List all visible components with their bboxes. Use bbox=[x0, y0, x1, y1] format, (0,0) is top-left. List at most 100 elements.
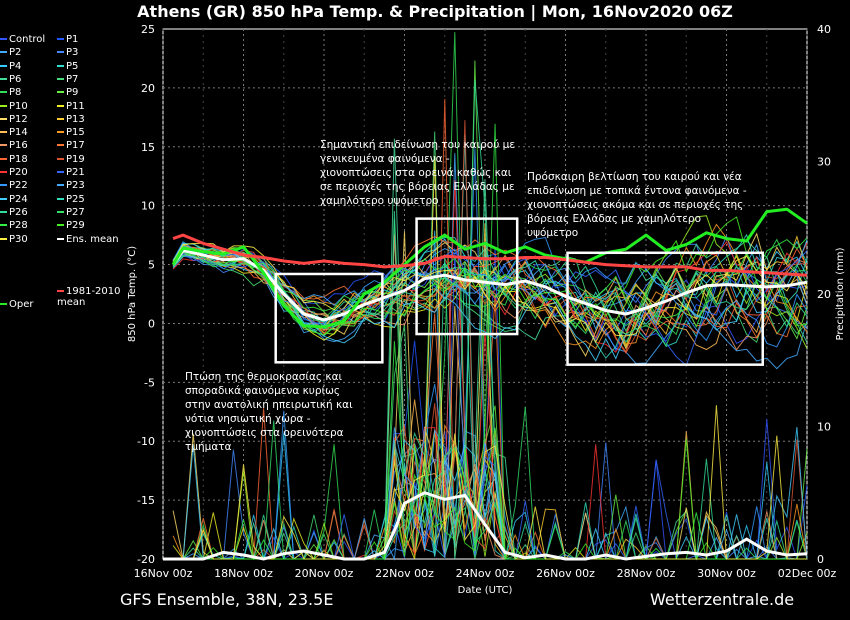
footer-model-info: GFS Ensemble, 38N, 23.5E bbox=[120, 590, 334, 609]
legend-swatch bbox=[57, 104, 64, 107]
x-tick-label: 02Dec 00z bbox=[778, 567, 837, 580]
legend-label: P26 bbox=[9, 206, 28, 218]
legend-label: 1981-2010 mean bbox=[57, 286, 121, 308]
legend-swatch bbox=[57, 290, 64, 292]
legend-item: P20 bbox=[0, 166, 28, 179]
y2-tick-label: 30 bbox=[817, 156, 831, 169]
legend-item: P8 bbox=[0, 86, 21, 99]
legend-label: P29 bbox=[66, 220, 85, 232]
legend-item: P5 bbox=[57, 60, 78, 73]
y-tick-label: 5 bbox=[148, 259, 155, 272]
ensemble-member-line bbox=[172, 246, 808, 352]
legend-label: P12 bbox=[9, 113, 28, 125]
legend-label: P30 bbox=[9, 233, 28, 245]
ens-mean-line bbox=[171, 248, 808, 322]
y2-tick-label: 10 bbox=[817, 421, 831, 434]
legend-swatch bbox=[0, 144, 7, 147]
legend-label: P28 bbox=[9, 220, 28, 232]
ensemble-member-line bbox=[172, 240, 808, 353]
legend-item: P28 bbox=[0, 219, 28, 232]
legend-swatch bbox=[0, 117, 7, 120]
legend-item: P13 bbox=[57, 113, 85, 126]
legend-item: P12 bbox=[0, 113, 28, 126]
annotation-improvement: Πρόσκαιρη βελτίωση του καιρού και νέα επ… bbox=[527, 171, 747, 239]
legend-label: Oper bbox=[9, 299, 34, 310]
y-tick-label: -10 bbox=[137, 435, 155, 448]
legend-label: P22 bbox=[9, 180, 28, 192]
legend-label: P16 bbox=[9, 140, 28, 152]
annotation-temperature-drop: Πτώση της θερμοκρασίας και σποραδικά φαι… bbox=[185, 371, 353, 453]
legend-label: P4 bbox=[9, 60, 22, 72]
x-tick-label: 18Nov 00z bbox=[214, 567, 273, 580]
x-tick-label: 20Nov 00z bbox=[295, 567, 354, 580]
legend-item: P19 bbox=[57, 153, 85, 166]
legend-item: 1981-2010 mean bbox=[57, 286, 121, 310]
legend-item: P30 bbox=[0, 233, 28, 246]
legend-item: P25 bbox=[57, 193, 85, 206]
legend-item: P22 bbox=[0, 179, 28, 192]
x-tick-label: 26Nov 00z bbox=[536, 567, 595, 580]
legend-label: P14 bbox=[9, 127, 28, 139]
legend-swatch bbox=[57, 197, 64, 200]
legend-swatch bbox=[57, 210, 64, 213]
x-axis-title: Date (UTC) bbox=[458, 585, 513, 596]
legend-swatch bbox=[57, 51, 64, 54]
legend-item: P7 bbox=[57, 73, 78, 86]
y-tick-label: 10 bbox=[141, 200, 155, 213]
legend-swatch bbox=[57, 38, 64, 40]
y-tick-label: 0 bbox=[148, 317, 155, 330]
legend-label: P6 bbox=[9, 73, 22, 85]
legend-item: P3 bbox=[57, 46, 78, 59]
legend-item: Control bbox=[0, 33, 45, 46]
legend-item: P29 bbox=[57, 219, 85, 232]
legend-swatch bbox=[57, 117, 64, 120]
legend-label: P13 bbox=[66, 113, 85, 125]
legend-swatch bbox=[0, 157, 7, 160]
x-tick-label: 30Nov 00z bbox=[697, 567, 756, 580]
legend-swatch bbox=[0, 224, 7, 227]
legend-item: P6 bbox=[0, 73, 21, 86]
legend-item: P4 bbox=[0, 60, 21, 73]
legend-label: P25 bbox=[66, 193, 85, 205]
legend-label: P11 bbox=[66, 100, 85, 112]
x-tick-label: 22Nov 00z bbox=[375, 567, 434, 580]
legend-label: P8 bbox=[9, 87, 22, 99]
legend-swatch bbox=[0, 184, 7, 187]
ensemble-member-line bbox=[172, 242, 808, 344]
y-tick-label: 20 bbox=[141, 82, 155, 95]
ensemble-precip-line bbox=[173, 156, 807, 560]
legend-label: P18 bbox=[9, 153, 28, 165]
legend-swatch bbox=[0, 38, 7, 40]
ensemble-precip-line bbox=[173, 426, 808, 561]
y2-tick-label: 40 bbox=[817, 23, 831, 36]
x-tick-label: 28Nov 00z bbox=[617, 567, 676, 580]
legend-swatch bbox=[0, 197, 7, 200]
legend-swatch bbox=[0, 64, 7, 67]
legend-swatch bbox=[57, 91, 64, 94]
legend-swatch bbox=[57, 184, 64, 187]
legend-item: P11 bbox=[57, 100, 85, 113]
y2-tick-label: 20 bbox=[817, 288, 831, 301]
y-tick-label: 25 bbox=[141, 23, 155, 36]
footer-site: Wetterzentrale.de bbox=[650, 590, 795, 609]
annotation-box bbox=[274, 272, 384, 364]
legend-item: P23 bbox=[57, 179, 85, 192]
legend-label: P20 bbox=[9, 167, 28, 178]
legend-item: P18 bbox=[0, 153, 28, 166]
legend-swatch bbox=[57, 224, 64, 227]
legend-label: Control bbox=[9, 34, 46, 45]
legend-label: P17 bbox=[66, 140, 85, 152]
legend-item: P1 bbox=[57, 33, 78, 46]
ensemble-precip-line bbox=[173, 427, 807, 561]
legend-item: P16 bbox=[0, 139, 28, 152]
annotation-worsening: Σημαντική επιδείνωση του καιρού με γενικ… bbox=[320, 139, 515, 207]
x-tick-label: 16Nov 00z bbox=[134, 567, 193, 580]
legend-swatch bbox=[0, 91, 7, 94]
y2-tick-label: 0 bbox=[817, 553, 824, 566]
legend-item: P24 bbox=[0, 193, 28, 206]
legend-swatch bbox=[57, 64, 64, 67]
legend-item: P26 bbox=[0, 206, 28, 219]
y-tick-label: 15 bbox=[141, 141, 155, 154]
y-axis-title: 850 hPa Temp. (°C) bbox=[127, 246, 138, 342]
legend-item: P15 bbox=[57, 126, 85, 139]
